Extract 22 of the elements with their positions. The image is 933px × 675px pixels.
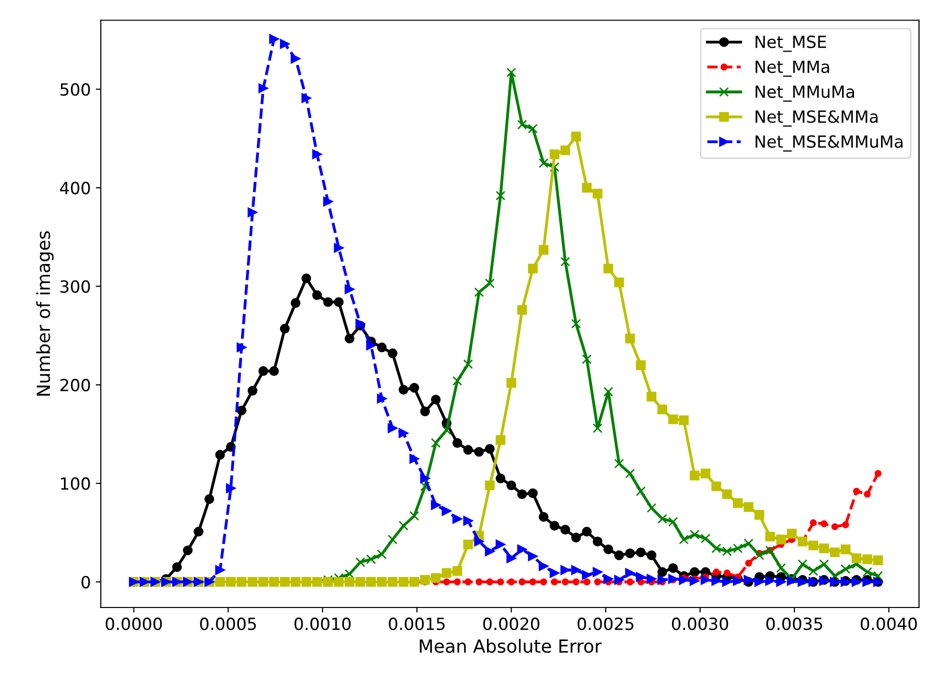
y-tick-label: 300 — [60, 280, 90, 293]
x-tick-label: 0.0020 — [483, 618, 540, 630]
x-tick-label: 0.0000 — [106, 618, 162, 630]
y-tick-label: 200 — [60, 378, 90, 392]
y-tick-label: 100 — [61, 477, 90, 490]
x-tick-label: 0.0025 — [578, 618, 634, 630]
x-tick-label: 0.0005 — [200, 618, 256, 630]
legend-label: Net_MMa — [756, 60, 830, 77]
x-tick-label: 0.0030 — [672, 618, 728, 630]
legend-label: Net_MSE — [756, 36, 826, 52]
x-tick-label: 0.0040 — [860, 618, 917, 630]
legend-label: Net_MSE&MMuMa — [756, 135, 902, 152]
y-axis-title: Number of images — [36, 231, 54, 396]
x-tick-label: 0.0015 — [388, 618, 445, 630]
legend-label: Net_MMuMa — [756, 86, 854, 102]
y-tick-label: 500 — [60, 83, 90, 96]
y-tick-label: 0 — [82, 576, 90, 588]
legend-label: Net_MSE&MMa — [756, 110, 878, 127]
y-tick-label: 400 — [60, 182, 90, 194]
x-tick-label: 0.0010 — [294, 618, 351, 630]
x-tick-label: 0.0035 — [766, 618, 822, 630]
x-axis-title: Mean Absolute Error — [420, 638, 602, 653]
